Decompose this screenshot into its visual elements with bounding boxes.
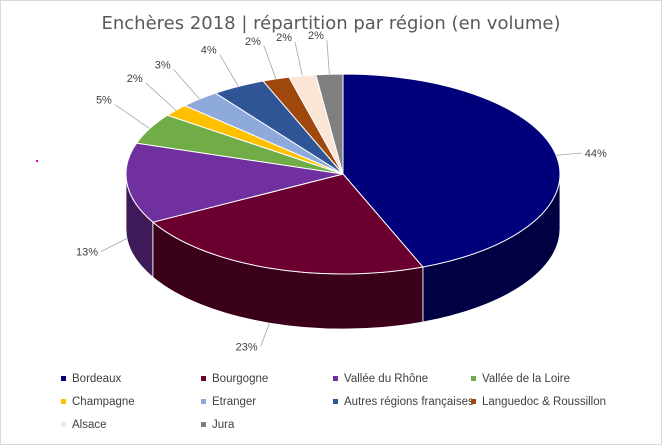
leader-line-champagne	[145, 82, 177, 111]
legend-swatch	[333, 376, 338, 382]
legend-item-languedoc-roussillon: Languedoc & Roussillon	[471, 396, 606, 408]
legend-item-champagne: Champagne	[61, 396, 135, 408]
slice-vallee-du-rhone	[125, 142, 344, 223]
legend-item-autres-regions-francaises: Autres régions françaises	[333, 396, 474, 408]
data-label-autres-regions-francaises: 4%	[201, 45, 217, 57]
legend-swatch	[61, 422, 66, 428]
slice-bourgogne	[151, 173, 424, 275]
pie-chart: 44% 23% 13% 5% 2% 3% 4% 2% 2% 2%	[76, 30, 607, 353]
data-label-alsace: 2%	[276, 32, 292, 44]
data-labels: 44% 23% 13% 5% 2% 3% 4% 2% 2% 2%	[76, 30, 607, 353]
legend-item-jura: Jura	[201, 419, 234, 431]
legend-item-etranger: Etranger	[201, 396, 256, 408]
chart-title: Enchères 2018 | répartition par région (…	[101, 13, 561, 34]
legend-swatch	[201, 376, 206, 382]
legend-label: Autres régions françaises	[344, 396, 474, 408]
data-label-jura: 2%	[308, 30, 324, 42]
data-label-etranger: 3%	[155, 59, 171, 71]
data-label-vallee-de-la-loire: 5%	[96, 94, 112, 106]
legend-label: Etranger	[212, 396, 257, 408]
legend-label: Bordeaux	[72, 373, 122, 385]
data-label-bourgogne: 23%	[236, 341, 258, 353]
legend-item-vallee-de-la-loire: Vallée de la Loire	[471, 373, 570, 385]
pie-top	[125, 73, 561, 275]
legend-item-vallee-du-rhone: Vallée du Rhône	[333, 373, 428, 385]
legend-swatch	[333, 399, 338, 405]
legend-swatch	[201, 422, 206, 428]
leader-line-etranger	[173, 69, 200, 100]
legend-label: Alsace	[72, 419, 107, 431]
leader-line-autres-regions-francaises	[219, 54, 239, 87]
slice-jura	[315, 73, 344, 175]
leader-line-bourgogne	[260, 322, 270, 347]
data-label-languedoc-roussillon: 2%	[245, 36, 261, 48]
legend-label: Champagne	[72, 396, 135, 408]
legend-swatch	[471, 399, 476, 405]
data-label-bordeaux: 44%	[585, 148, 607, 160]
legend-label: Bourgogne	[212, 373, 269, 385]
legend-swatch	[201, 399, 206, 405]
leader-line-jura	[326, 40, 330, 75]
legend-swatch	[471, 376, 476, 382]
stray-mark	[36, 160, 38, 162]
data-label-champagne: 2%	[127, 73, 143, 85]
legend-label: Vallée de la Loire	[482, 373, 571, 385]
legend-label: Languedoc & Roussillon	[482, 396, 607, 408]
legend-swatch	[61, 399, 66, 405]
legend-swatch	[61, 376, 66, 382]
pie-side-walls	[125, 173, 561, 330]
legend-label: Vallée du Rhône	[344, 373, 429, 385]
leader-line-vallee-de-la-loire	[114, 104, 150, 129]
slice-bordeaux	[342, 73, 561, 268]
data-label-vallee-du-rhone: 13%	[76, 247, 98, 259]
legend-item-alsace: Alsace	[61, 419, 107, 431]
leader-line-languedoc-roussillon	[263, 45, 277, 80]
leader-line-bordeaux	[556, 152, 582, 156]
legend-item-bourgogne: Bourgogne	[201, 373, 268, 385]
leader-line-alsace	[294, 42, 303, 76]
leader-line-vallee-du-rhone	[100, 238, 128, 252]
legend-label: Jura	[212, 419, 235, 431]
legend-item-bordeaux: Bordeaux	[61, 373, 121, 385]
